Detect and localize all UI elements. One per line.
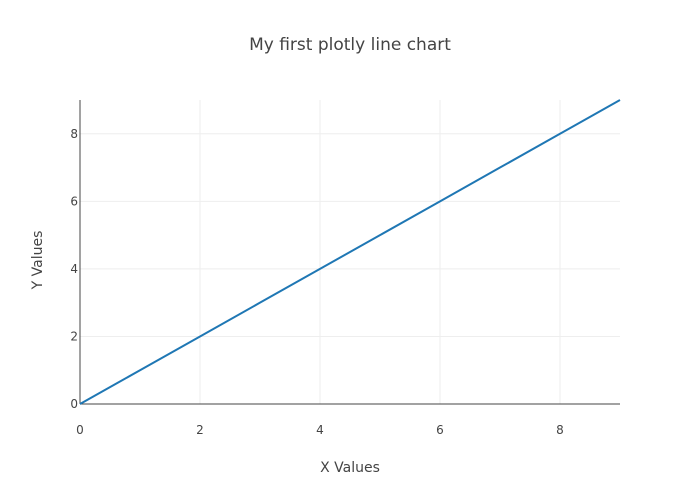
- x-axis-title: X Values: [320, 460, 380, 476]
- x-tick-label: 8: [556, 423, 564, 437]
- y-axis-title: Y Values: [30, 231, 46, 291]
- x-tick-label: 6: [436, 423, 444, 437]
- y-tick-label: 0: [70, 397, 78, 411]
- y-tick-label: 2: [70, 329, 78, 343]
- axis-layer: [79, 100, 620, 405]
- y-tick-label: 6: [70, 194, 78, 208]
- x-tick-label: 2: [196, 423, 204, 437]
- series-line: [79, 99, 621, 405]
- x-tick-label: 4: [316, 423, 324, 437]
- series-layer: [79, 99, 621, 405]
- y-tick-label: 4: [70, 262, 78, 276]
- tick-layer: 0 2 4 6 8 0 2 4 6 8: [70, 127, 563, 437]
- x-tick-label: 0: [76, 423, 84, 437]
- chart-title: My first plotly line chart: [249, 35, 451, 55]
- y-tick-label: 8: [70, 127, 78, 141]
- grid-layer: [80, 100, 620, 404]
